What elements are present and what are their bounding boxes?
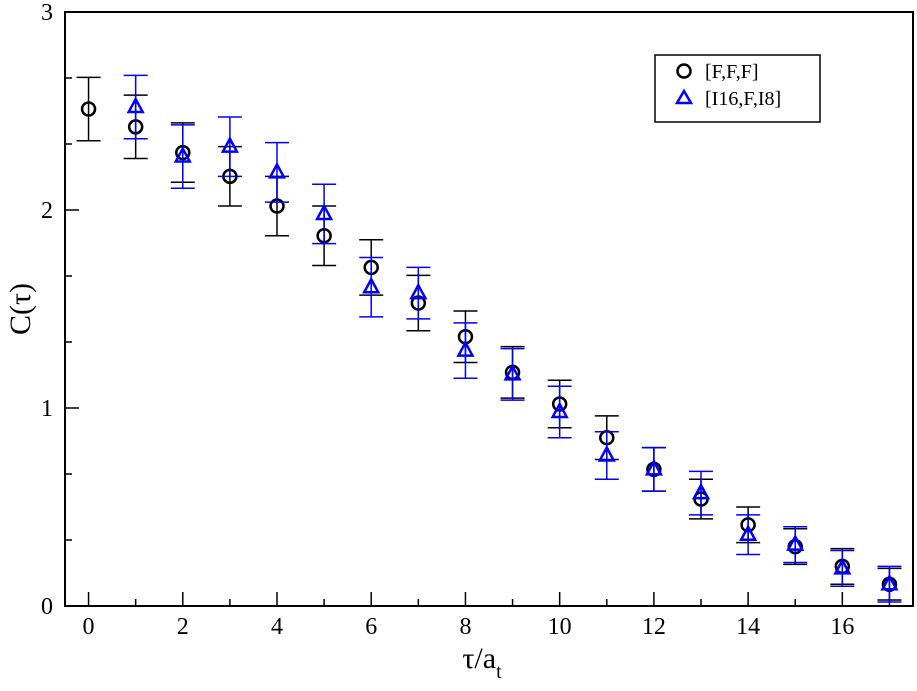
triangle-marker: [786, 533, 805, 551]
data-point: [547, 385, 572, 439]
y-tick-label: 0: [41, 594, 53, 620]
data-point: [783, 526, 808, 564]
triangle-marker: [833, 557, 852, 575]
x-tick-label: 14: [736, 614, 760, 640]
triangle-marker: [550, 401, 569, 419]
x-tick-label: 0: [83, 614, 95, 640]
triangle-marker: [503, 363, 522, 381]
triangle-marker: [126, 96, 145, 114]
triangle-marker: [173, 145, 192, 163]
x-tick-label: 4: [271, 614, 283, 640]
legend-box: [654, 54, 821, 123]
data-point: [170, 124, 195, 189]
data-point: [123, 74, 148, 140]
legend-label-1: [I16,F,I8]: [705, 88, 781, 110]
legend: [F,F,F] [I16,F,I8]: [654, 54, 821, 123]
x-tick-label: 12: [642, 614, 666, 640]
triangle-marker: [409, 282, 428, 300]
data-point: [406, 266, 431, 320]
triangle-marker: [456, 339, 475, 357]
triangle-marker: [220, 136, 239, 153]
y-tick-label: 2: [41, 198, 53, 224]
data-point: [641, 446, 666, 492]
x-tick-label: 2: [177, 614, 189, 640]
y-tick-label: 1: [41, 396, 53, 422]
triangle-marker: [691, 482, 711, 500]
triangle-marker: [880, 573, 899, 591]
data-point: [312, 183, 337, 245]
plot-frame: [64, 11, 914, 607]
legend-marker-triangle-icon: [674, 88, 694, 105]
data-point: [877, 565, 902, 603]
legend-marker-circle-icon: [676, 63, 692, 79]
data-point: [76, 76, 101, 142]
data-point: [830, 549, 855, 587]
x-tick-label: 6: [365, 614, 377, 640]
data-point: [359, 256, 384, 318]
circle-marker: [80, 101, 97, 117]
triangle-marker: [644, 458, 663, 476]
data-point: [217, 116, 242, 178]
x-tick-label: 10: [548, 614, 572, 640]
x-axis-label: τ/at: [462, 642, 502, 683]
x-tick-label: 16: [830, 614, 854, 640]
data-point: [265, 141, 289, 203]
data-point: [689, 470, 713, 516]
data-point: [500, 347, 525, 401]
x-tick-label: 8: [459, 614, 471, 640]
legend-label-0: [F,F,F]: [705, 61, 759, 83]
triangle-marker: [267, 161, 287, 179]
triangle-marker: [315, 203, 334, 221]
y-axis-label: C(τ): [4, 283, 37, 335]
data-point: [736, 514, 761, 556]
triangle-marker: [362, 276, 381, 294]
data-point: [453, 322, 478, 380]
triangle-marker: [597, 444, 616, 462]
data-point: [594, 431, 619, 481]
triangle-marker: [739, 524, 758, 541]
y-tick-label: 3: [41, 0, 53, 26]
